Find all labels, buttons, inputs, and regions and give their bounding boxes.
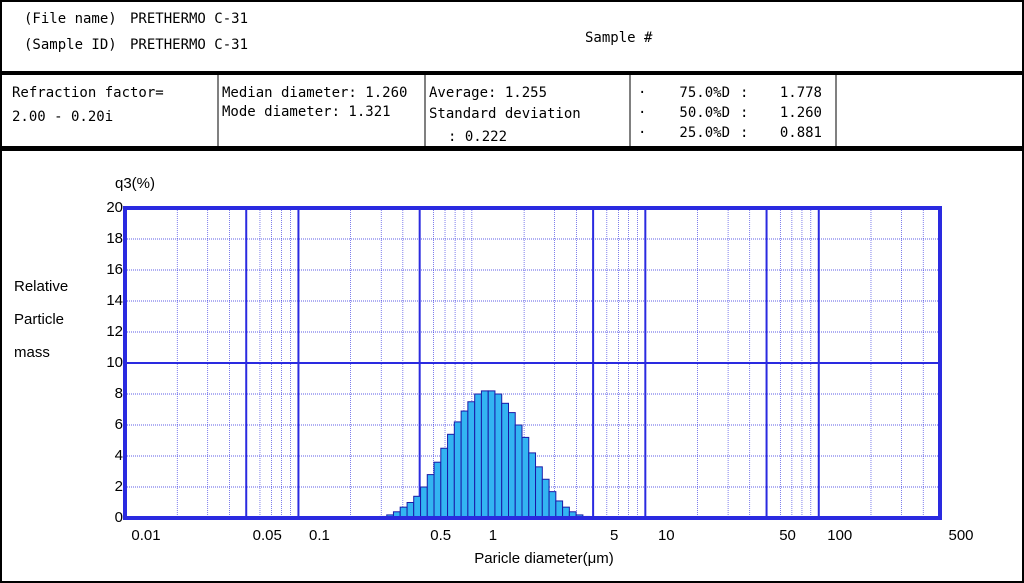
bar <box>521 436 530 519</box>
bar <box>474 393 482 519</box>
bar <box>514 424 523 519</box>
field-value: PRETHERMO C-31 <box>130 37 248 53</box>
stat-value: 1.778 <box>780 85 822 101</box>
x-tick-label: 0.01 <box>131 527 160 544</box>
stat: Standard deviation <box>429 106 581 122</box>
field-label: Sample # <box>585 30 653 46</box>
bar <box>433 461 442 519</box>
stat-value: 1.260 <box>780 105 822 121</box>
stat-bullet: · <box>638 125 646 141</box>
y-axis-label: mass <box>14 344 50 361</box>
y-tick-label: 14 <box>106 292 123 309</box>
x-tick-label: 0.05 <box>253 527 282 544</box>
y-axis-label: Relative <box>14 278 68 295</box>
stat-bullet: · <box>638 105 646 121</box>
bar <box>541 478 550 519</box>
bar <box>413 495 422 519</box>
stat-sep: : <box>740 105 748 121</box>
stat: Mode diameter: 1.321 <box>222 104 391 120</box>
bar <box>501 402 510 519</box>
y-tick-label: 6 <box>115 416 123 433</box>
y-tick-label: 16 <box>106 261 123 278</box>
stat-bullet: · <box>638 85 646 101</box>
y-tick-label: 4 <box>115 447 123 464</box>
x-tick-label: 0.1 <box>309 527 330 544</box>
bar <box>420 486 428 519</box>
stat: Refraction factor= <box>12 85 164 101</box>
y-tick-label: 20 <box>106 199 123 216</box>
separator <box>0 146 1024 151</box>
stat: Average: 1.255 <box>429 85 547 101</box>
bar <box>528 452 537 519</box>
x-tick-label: 5 <box>610 527 618 544</box>
bar <box>447 433 455 519</box>
y-axis-label: Particle <box>14 311 64 328</box>
y-tick-label: 2 <box>115 478 123 495</box>
x-tick-label: 10 <box>658 527 675 544</box>
x-tick-label: 50 <box>779 527 796 544</box>
x-tick-label: 0.5 <box>430 527 451 544</box>
stat: Median diameter: 1.260 <box>222 85 407 101</box>
bar <box>460 410 469 519</box>
stat-sep: : <box>740 85 748 101</box>
y-tick-label: 12 <box>106 323 123 340</box>
bar <box>494 393 503 519</box>
bar <box>487 390 496 519</box>
stat-label: 75.0%D <box>679 85 730 101</box>
y-tick-label: 8 <box>115 385 123 402</box>
bar <box>453 421 462 519</box>
bar <box>555 500 564 519</box>
stat-label: 50.0%D <box>679 105 730 121</box>
stat-value: 0.881 <box>780 125 822 141</box>
bar <box>548 491 557 519</box>
field-value: PRETHERMO C-31 <box>130 11 248 27</box>
bar <box>440 447 449 519</box>
y-tick-label: 10 <box>106 354 123 371</box>
x-axis-label: Paricle diameter(μm) <box>474 550 614 567</box>
x-tick-label: 500 <box>948 527 973 544</box>
stat-sep: : <box>740 125 748 141</box>
field-label: (File name) <box>24 11 117 27</box>
bar <box>508 412 516 519</box>
separator <box>0 71 1024 75</box>
bar <box>467 401 476 519</box>
field-label: (Sample ID) <box>24 37 117 53</box>
bar <box>480 390 489 519</box>
x-tick-label: 1 <box>489 527 497 544</box>
x-tick-label: 100 <box>827 527 852 544</box>
stat-label: 25.0%D <box>679 125 730 141</box>
y-unit: q3(%) <box>115 175 155 192</box>
stat: 2.00 - 0.20i <box>12 109 113 125</box>
y-tick-label: 0 <box>115 509 123 526</box>
bar <box>406 502 415 519</box>
plot-frame <box>123 206 942 520</box>
stat: : 0.222 <box>448 129 507 145</box>
bar <box>535 466 543 519</box>
bar <box>426 474 435 519</box>
y-tick-label: 18 <box>106 230 123 247</box>
